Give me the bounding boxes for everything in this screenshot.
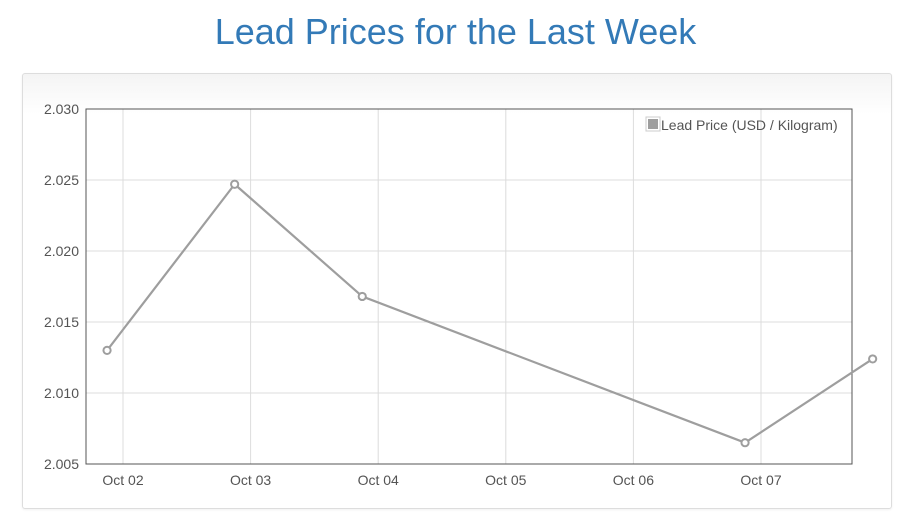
- grid: [86, 109, 852, 464]
- x-tick-label: Oct 04: [358, 472, 399, 488]
- plot-area-frame: [85, 108, 853, 465]
- legend-label: Lead Price (USD / Kilogram): [661, 117, 838, 133]
- data-point[interactable]: [230, 179, 240, 189]
- y-tick-label: 2.020: [44, 243, 79, 259]
- legend[interactable]: Lead Price (USD / Kilogram): [645, 116, 838, 133]
- series: [102, 179, 878, 448]
- x-tick-label: Oct 07: [740, 472, 781, 488]
- data-point[interactable]: [740, 438, 750, 448]
- data-point[interactable]: [357, 291, 367, 302]
- y-tick-label: 2.030: [44, 101, 79, 117]
- y-tick-label: 2.015: [44, 314, 79, 330]
- y-tick-label: 2.005: [44, 456, 79, 472]
- y-tick-label: 2.025: [44, 172, 79, 188]
- series-line: [106, 183, 874, 444]
- data-point[interactable]: [102, 345, 112, 355]
- y-axis-ticks: 2.030 2.025 2.020 2.015 2.010 2.005: [44, 101, 79, 472]
- legend-swatch: [648, 119, 658, 129]
- data-point[interactable]: [868, 354, 878, 364]
- page-title: Lead Prices for the Last Week: [214, 11, 697, 52]
- x-tick-label: Oct 02: [102, 472, 143, 488]
- x-tick-label: Oct 06: [613, 472, 654, 488]
- x-tick-label: Oct 03: [230, 472, 271, 488]
- x-axis-ticks: Oct 02 Oct 03 Oct 04 Oct 05 Oct 06 Oct 07: [102, 472, 781, 488]
- x-tick-label: Oct 05: [485, 472, 526, 488]
- y-tick-label: 2.010: [44, 385, 79, 401]
- chart-panel: [22, 73, 892, 509]
